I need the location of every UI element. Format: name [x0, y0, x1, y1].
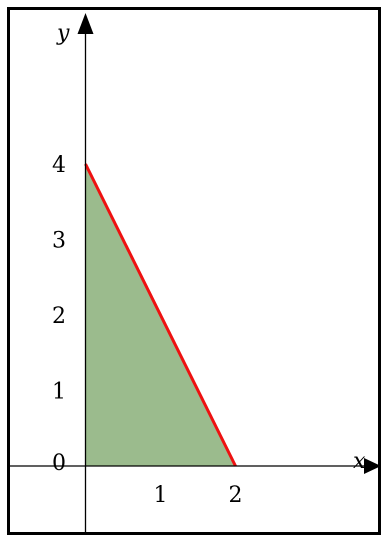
x-axis-arrow — [364, 458, 381, 474]
y-axis-arrow — [77, 13, 94, 34]
y-tick-label: 3 — [52, 229, 66, 254]
y-tick-label: 1 — [52, 380, 66, 405]
x-tick-label: 1 — [154, 483, 168, 508]
boundary-line — [84, 163, 237, 467]
origin-label: 0 — [52, 451, 66, 476]
y-tick-label: 2 — [52, 304, 66, 329]
y-axis-label: y — [56, 21, 70, 46]
y-tick-labels: 1 2 3 4 — [52, 153, 66, 405]
x-axis-label: x — [353, 449, 366, 474]
x-tick-label: 2 — [229, 483, 243, 508]
figure-frame — [7, 7, 381, 535]
y-tick-label: 4 — [52, 153, 66, 178]
